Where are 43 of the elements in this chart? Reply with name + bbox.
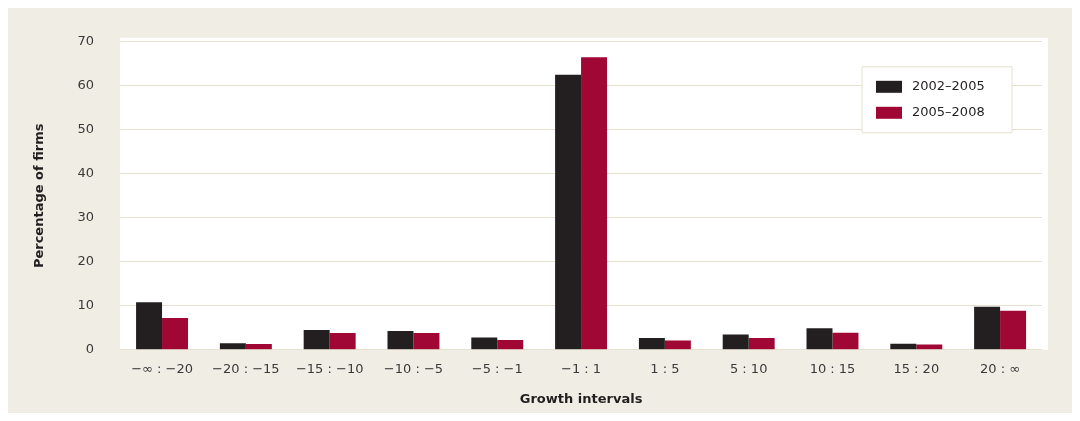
x-tick-label: −10 : −5	[383, 360, 444, 376]
bar	[136, 302, 163, 350]
x-tick-label: 5 : 10	[729, 360, 768, 376]
bar	[806, 328, 833, 350]
bar	[974, 306, 1001, 350]
x-tick-label: 10 : 15	[809, 360, 856, 376]
bar	[638, 337, 665, 350]
legend-label: 2005–2008	[912, 104, 985, 120]
bar	[471, 337, 498, 350]
x-tick-label: −1 : 1	[561, 360, 602, 376]
x-axis-title: Growth intervals	[519, 390, 643, 406]
x-tick-label: −∞ : −20	[131, 360, 193, 376]
y-tick-label: 50	[77, 121, 95, 137]
x-tick-label: −15 : −10	[295, 360, 364, 376]
bar	[664, 340, 691, 350]
bar	[303, 330, 330, 350]
y-axis-title: Percentage of firms	[31, 123, 47, 269]
x-tick-label: 20 : ∞	[980, 360, 1021, 376]
y-tick-label: 60	[77, 77, 95, 93]
y-tick-label: 10	[77, 297, 95, 313]
y-tick-label: 0	[85, 341, 95, 357]
y-tick-label: 20	[77, 253, 95, 269]
legend-label: 2002–2005	[912, 78, 985, 94]
bar	[832, 332, 859, 350]
bar	[413, 333, 440, 350]
bar	[329, 333, 356, 350]
bar	[581, 57, 608, 350]
x-tick-label: −5 : −1	[471, 360, 523, 376]
bar	[1000, 310, 1027, 350]
bar	[555, 74, 582, 350]
y-tick-label: 70	[77, 33, 95, 49]
bar	[162, 318, 189, 350]
bar	[387, 330, 414, 350]
bar	[497, 340, 524, 350]
bar	[245, 344, 272, 350]
y-tick-label: 40	[77, 165, 95, 181]
bar	[219, 343, 246, 350]
bar	[748, 337, 775, 350]
y-tick-label: 30	[77, 209, 95, 225]
x-tick-label: 15 : 20	[893, 360, 940, 376]
x-tick-label: 1 : 5	[650, 360, 680, 376]
bar	[722, 334, 749, 350]
x-tick-label: −20 : −15	[212, 360, 280, 376]
